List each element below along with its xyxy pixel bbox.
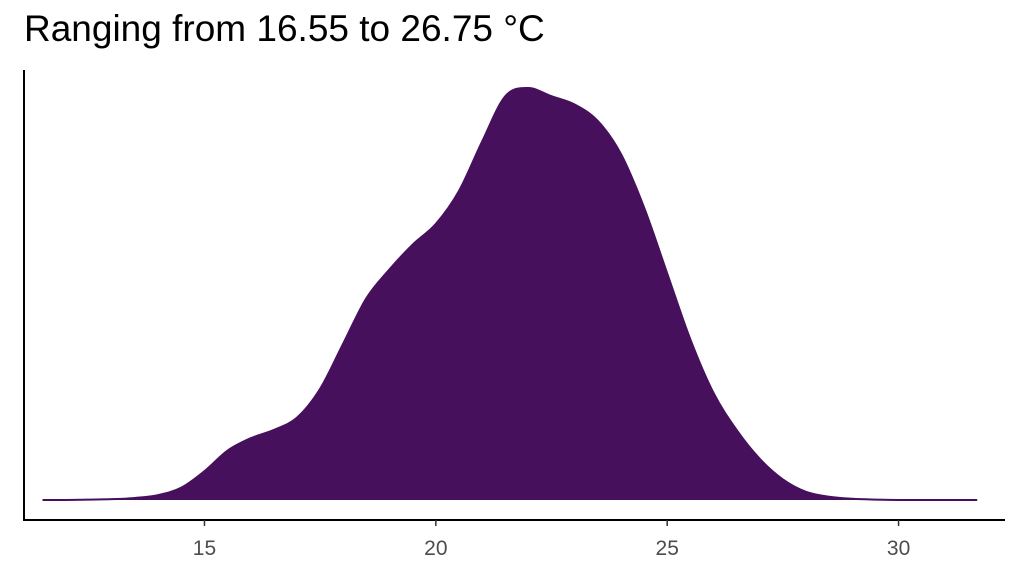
density-outline bbox=[42, 86, 978, 502]
density-layer bbox=[42, 86, 978, 502]
x-tick-label: 30 bbox=[887, 537, 910, 560]
x-tick-label: 15 bbox=[193, 537, 216, 560]
x-tick-label: 20 bbox=[424, 537, 447, 560]
density-area bbox=[42, 87, 978, 500]
x-tick-label: 25 bbox=[656, 537, 679, 560]
chart-title: Ranging from 16.55 to 26.75 °C bbox=[24, 8, 545, 49]
axes-layer: 15 20 25 30 bbox=[23, 70, 1005, 560]
